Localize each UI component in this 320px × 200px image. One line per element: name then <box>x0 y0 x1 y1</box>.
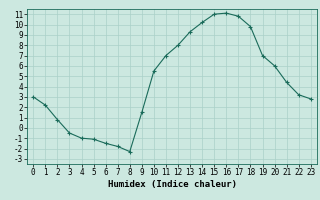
X-axis label: Humidex (Indice chaleur): Humidex (Indice chaleur) <box>108 180 236 189</box>
